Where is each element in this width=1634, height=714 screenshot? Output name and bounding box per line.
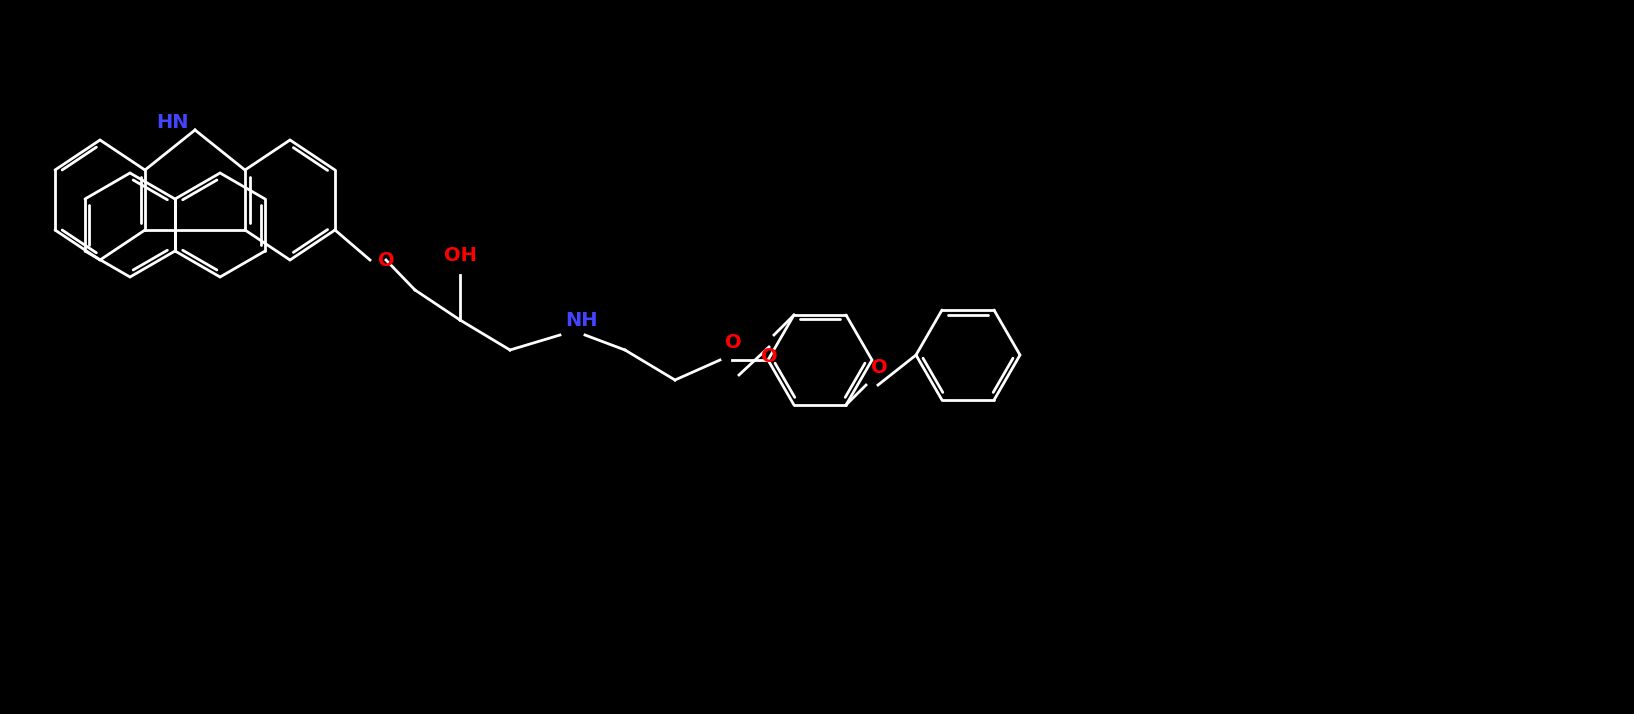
Text: NH: NH (565, 311, 598, 330)
Text: O: O (761, 347, 778, 366)
Text: O: O (871, 358, 887, 377)
Text: OH: OH (443, 246, 477, 265)
Text: HN: HN (157, 113, 190, 131)
Text: O: O (377, 251, 395, 269)
Text: O: O (725, 333, 742, 352)
